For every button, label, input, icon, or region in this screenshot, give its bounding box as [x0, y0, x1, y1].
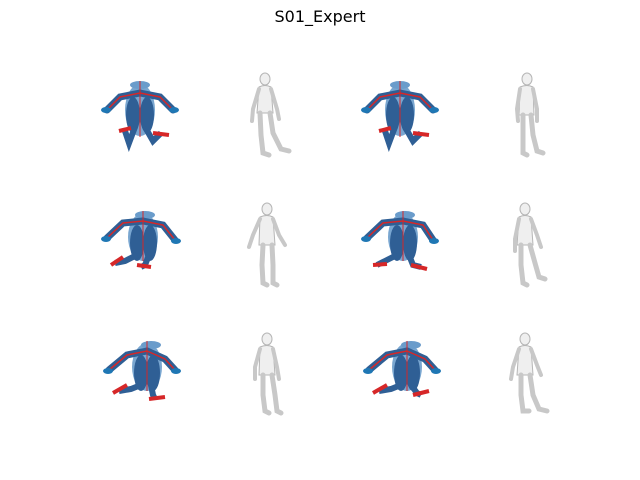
- skeleton-figure: [361, 211, 439, 271]
- skeleton-figure: [101, 81, 179, 152]
- skeleton-figure: [363, 341, 441, 398]
- skeleton-figure: [101, 211, 181, 270]
- mesh-panel-r0c3: [475, 65, 585, 175]
- skeleton-panel-r0c0: [85, 55, 195, 165]
- mesh-figure: [514, 72, 546, 158]
- mesh-panel-r2c3: [475, 325, 585, 435]
- mesh-figure: [250, 72, 292, 158]
- skeleton-panel-r2c0: [85, 315, 195, 425]
- skeleton-figure: [103, 341, 181, 401]
- figure-title: S01_Expert: [274, 7, 366, 26]
- skeleton-panel-r2c2: [345, 315, 455, 425]
- mesh-panel-r0c1: [215, 65, 325, 175]
- mesh-panel-r1c1: [215, 195, 325, 305]
- skeleton-panel-r1c0: [85, 185, 195, 295]
- mesh-panel-r1c3: [475, 195, 585, 305]
- mesh-figure: [253, 332, 284, 416]
- mesh-panel-r2c1: [215, 325, 325, 435]
- mesh-figure: [247, 202, 287, 288]
- skeleton-panel-r1c2: [345, 185, 455, 295]
- skeleton-figure: [361, 81, 439, 152]
- mesh-figure: [509, 332, 550, 414]
- mesh-figure: [513, 202, 548, 288]
- skeleton-panel-r0c2: [345, 55, 455, 165]
